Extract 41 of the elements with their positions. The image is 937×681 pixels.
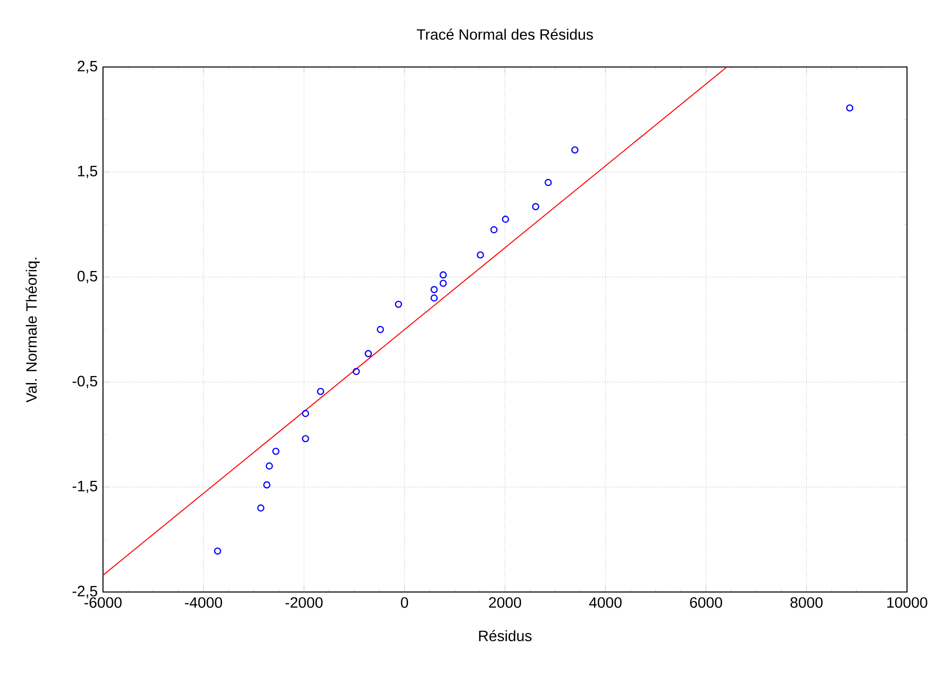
- y-tick-label: -1,5: [72, 480, 98, 494]
- point: [476, 251, 484, 259]
- point: [532, 203, 540, 210]
- point: [571, 146, 578, 154]
- chart-title: Tracé Normal des Résidus: [416, 28, 593, 40]
- y-tick-label: -0,5: [72, 376, 98, 388]
- y-axis-title: Val. Normale Théoriq.: [26, 258, 40, 403]
- x-tick-label: -4000: [184, 597, 222, 608]
- y-tick-label: 1,5: [78, 166, 98, 178]
- x-tick-label: 6000: [690, 597, 722, 608]
- point: [272, 448, 280, 455]
- x-axis-title: Résidus: [479, 630, 532, 642]
- point: [490, 226, 498, 234]
- point: [440, 271, 447, 278]
- x-tick-label: 0: [400, 597, 408, 608]
- point: [316, 388, 324, 396]
- point: [376, 326, 384, 334]
- point: [214, 547, 222, 555]
- x-tick-label: -2000: [285, 597, 323, 608]
- x-tick-label: -6000: [84, 597, 122, 608]
- y-tick-label: 2,5: [78, 60, 98, 74]
- point: [364, 350, 372, 358]
- point: [502, 216, 510, 223]
- x-tick-label: 4000: [589, 597, 622, 608]
- point: [430, 294, 438, 302]
- point: [440, 280, 447, 287]
- y-tick-label: 0,5: [78, 270, 98, 284]
- y-tick-label: -2,5: [72, 586, 98, 598]
- point: [846, 104, 854, 112]
- point: [302, 435, 310, 442]
- x-tick-label: 10000: [887, 597, 928, 608]
- x-tick-label: 8000: [790, 597, 823, 608]
- point: [257, 504, 264, 512]
- point: [394, 300, 402, 308]
- x-tick-label: 2000: [489, 597, 522, 608]
- point: [263, 481, 270, 488]
- point: [266, 462, 273, 470]
- point: [302, 410, 310, 418]
- point: [352, 368, 360, 376]
- point: [430, 286, 438, 294]
- point: [544, 178, 552, 186]
